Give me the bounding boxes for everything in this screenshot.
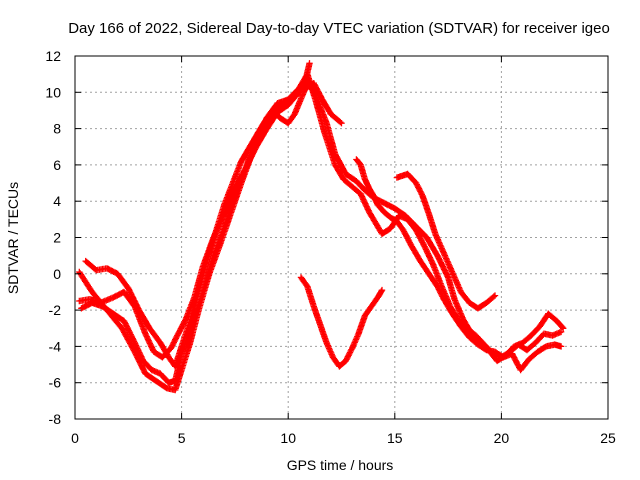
y-tick-label: -8 — [49, 411, 62, 427]
y-tick-label: -2 — [49, 302, 62, 318]
y-axis-label: SDTVAR / TECUs — [5, 182, 21, 294]
plus-markers — [297, 274, 386, 370]
y-tick-label: 8 — [53, 121, 61, 137]
y-tick-label: 4 — [53, 193, 61, 209]
y-tick-label: 12 — [45, 48, 61, 64]
series-track-6 — [393, 170, 499, 312]
data-series — [76, 60, 567, 394]
y-tick-label: 6 — [53, 157, 61, 173]
plus-markers — [78, 71, 565, 386]
series-track-5 — [353, 156, 565, 374]
x-axis-label: GPS time / hours — [287, 457, 394, 473]
x-tick-label: 20 — [494, 430, 510, 446]
axis-ticks — [74, 55, 609, 420]
x-tick-label: 15 — [387, 430, 403, 446]
chart-title: Day 166 of 2022, Sidereal Day-to-day VTE… — [68, 20, 610, 37]
y-tick-label: 10 — [45, 84, 61, 100]
y-tick-label: -4 — [49, 338, 62, 354]
y-tick-label: 0 — [53, 266, 61, 282]
plus-markers — [353, 156, 565, 374]
x-tick-label: 10 — [280, 430, 296, 446]
series-track-4 — [78, 71, 565, 386]
x-tick-label: 25 — [600, 430, 616, 446]
y-tick-label: 2 — [53, 230, 61, 246]
series-track-7 — [297, 274, 386, 370]
y-tick-label: -6 — [49, 375, 62, 391]
plus-markers — [393, 170, 499, 312]
x-tick-label: 0 — [71, 430, 79, 446]
tick-labels: -8 -6 -4 -2 0 2 4 6 8 10 12 0 5 10 15 20 25 — [45, 48, 616, 446]
x-tick-label: 5 — [178, 430, 186, 446]
